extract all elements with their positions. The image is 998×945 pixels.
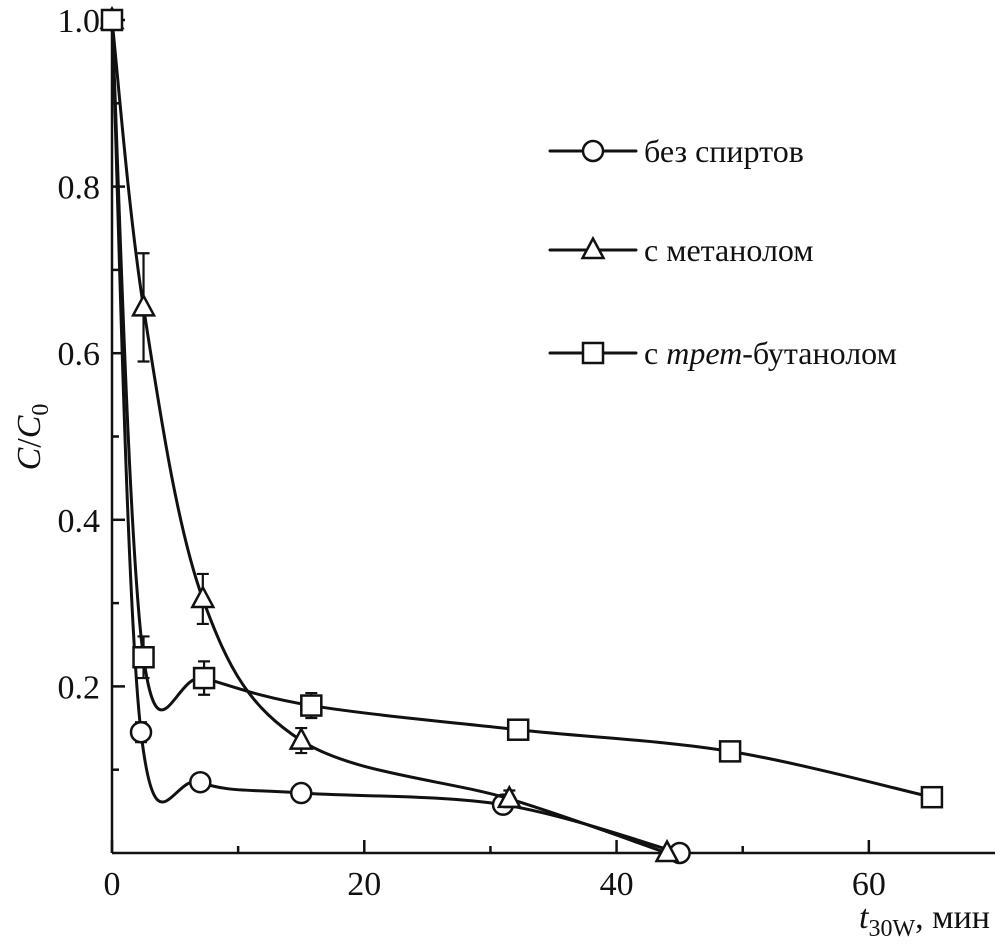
series-square: [100, 8, 944, 809]
series-circle: [100, 8, 691, 865]
data-point: [288, 726, 314, 750]
legend-marker: [581, 139, 605, 163]
x-axis-label-sub: 30W: [868, 916, 915, 942]
series-layer: [99, 5, 944, 865]
x-axis-label-unit: , мин: [915, 899, 990, 936]
x-axis-label: t30W, мин: [859, 899, 990, 942]
series-triangle: [99, 5, 680, 863]
legend-item: с метанолом: [548, 232, 814, 268]
y-tick-label: 0.6: [58, 336, 101, 373]
legend-label-part: с метанолом: [644, 232, 814, 268]
legend-label-part: без спиртов: [644, 133, 804, 169]
data-point: [130, 293, 157, 317]
legend-label-part: с: [644, 335, 666, 371]
x-tick-label: 60: [852, 866, 886, 903]
data-point: [506, 718, 530, 741]
legend-label-part: -бутанолом: [742, 335, 897, 371]
data-point: [289, 781, 313, 805]
legend-marker: [580, 235, 606, 260]
data-point: [132, 645, 155, 669]
legend: без спиртов с метанолом с трет-бутанолом: [548, 133, 897, 371]
legend-item: без спиртов: [548, 133, 804, 169]
y-axis-label: C/C0: [11, 404, 54, 471]
legend-label-part: трет: [666, 335, 742, 371]
legend-label: с метанолом: [644, 232, 814, 268]
data-point: [718, 740, 742, 763]
series-line: [110, 18, 934, 799]
data-point: [129, 720, 153, 744]
y-tick-label: 0.2: [58, 669, 101, 706]
legend-marker: [581, 341, 605, 365]
data-point: [189, 770, 212, 794]
data-point: [190, 584, 216, 609]
legend-label: с трет-бутанолом: [644, 335, 897, 371]
x-tick-label: 20: [347, 866, 381, 903]
data-point: [654, 838, 680, 863]
x-tick-label: 40: [600, 866, 634, 903]
y-axis-label-var2: C: [11, 415, 48, 438]
y-tick-label: 1.0: [58, 3, 101, 40]
data-point: [920, 785, 944, 809]
y-axis-label-var: C: [11, 447, 48, 470]
data-point: [192, 666, 216, 690]
legend-label: без спиртов: [644, 133, 804, 169]
data-point: [100, 8, 124, 32]
data-point: [496, 784, 522, 809]
legend-item: с трет-бутанолом: [548, 335, 897, 371]
y-tick-label: 0.8: [58, 170, 101, 207]
y-axis-label-sub: 0: [28, 404, 54, 416]
y-tick-label: 0.4: [58, 503, 101, 540]
x-tick-label: 0: [104, 866, 121, 903]
data-point: [300, 694, 323, 717]
x-axis-label-var: t: [859, 899, 870, 936]
y-axis-label-sep: /: [11, 438, 48, 448]
